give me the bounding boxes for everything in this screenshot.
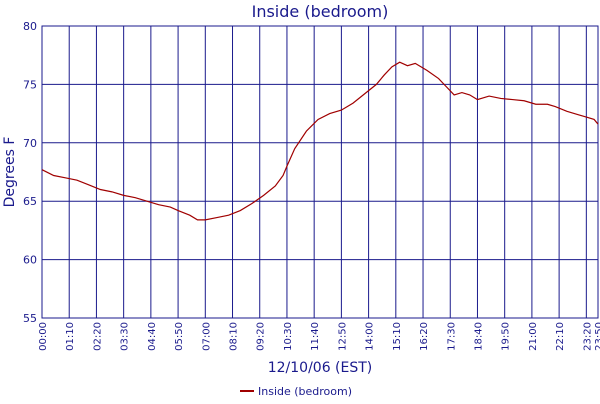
x-tick-label: 05:50 [174, 322, 185, 351]
x-tick-label: 01:10 [65, 322, 76, 351]
legend-label: Inside (bedroom) [258, 385, 352, 398]
x-tick-label: 04:40 [147, 322, 158, 351]
x-axis-label: 12/10/06 (EST) [268, 360, 373, 376]
x-tick-label: 11:40 [310, 322, 321, 351]
y-tick-label: 80 [23, 20, 37, 33]
x-tick-label: 17:30 [446, 322, 457, 351]
y-axis-label: Degrees F [2, 137, 18, 208]
x-tick-label: 14:00 [365, 322, 376, 351]
y-tick-label: 60 [23, 254, 37, 267]
x-tick-label: 22:10 [555, 322, 566, 351]
x-tick-label: 15:10 [392, 322, 403, 351]
x-tick-label: 00:00 [38, 322, 49, 351]
x-tick-label: 23:20 [582, 322, 593, 351]
y-tick-label: 75 [23, 78, 37, 91]
data-line [41, 61, 599, 221]
y-tick-label: 65 [23, 195, 37, 208]
x-tick-label: 02:20 [92, 322, 103, 351]
x-tick-label: 08:10 [229, 322, 240, 351]
plot-area [41, 25, 599, 319]
x-tick-label: 19:50 [501, 322, 512, 351]
x-tick-label: 07:00 [201, 322, 212, 351]
x-tick-label: 21:00 [528, 322, 539, 351]
x-tick-label: 16:20 [419, 322, 430, 351]
y-tick-label: 55 [23, 312, 37, 325]
x-tick-label: 03:30 [120, 322, 131, 351]
x-tick-label: 18:40 [473, 322, 484, 351]
x-tick-label: 12:50 [337, 322, 348, 351]
y-tick-label: 70 [23, 137, 37, 150]
x-tick-label: 09:20 [256, 322, 267, 351]
x-tick-label: 10:30 [283, 322, 294, 351]
chart-title: Inside (bedroom) [252, 2, 389, 21]
x-tick-label: 23:50 [594, 322, 600, 351]
